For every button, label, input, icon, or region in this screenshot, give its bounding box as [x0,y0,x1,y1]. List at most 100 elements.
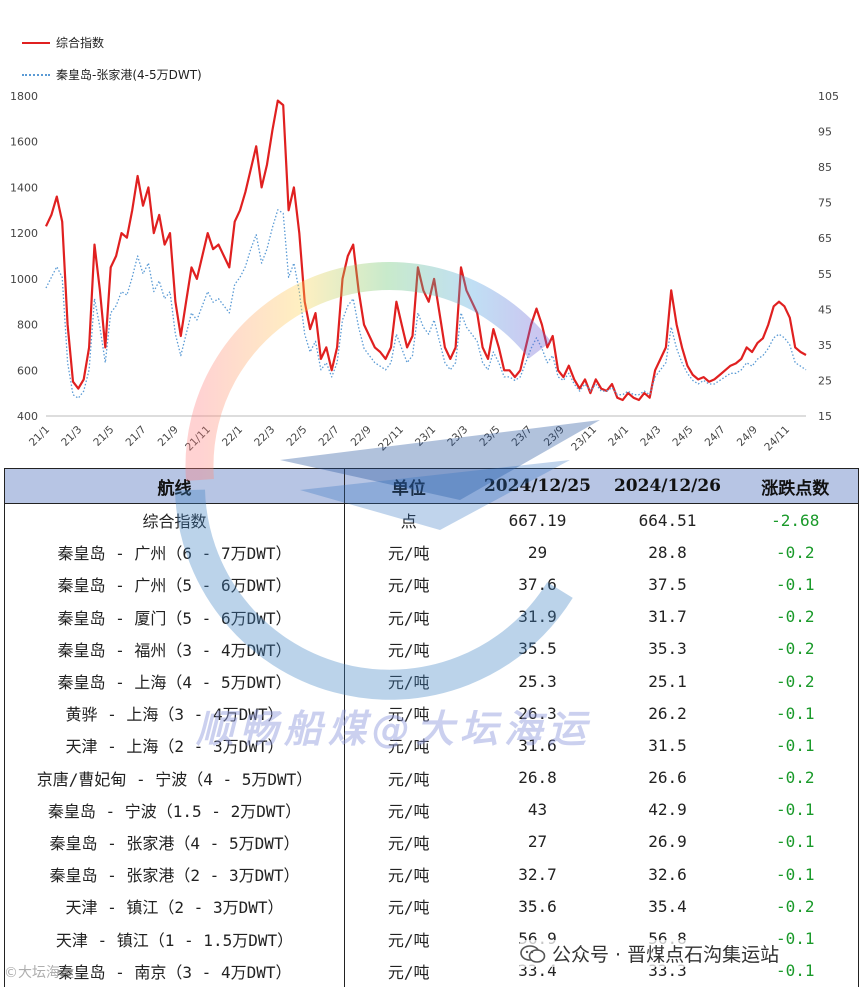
y-right-tick-label: 35 [818,339,832,352]
x-tick-label: 23/1 [413,424,438,449]
y-right-tick-label: 95 [818,126,832,139]
cell-date-1: 43 [527,800,548,820]
cell-change: -0.2 [732,536,859,569]
cell-unit: 元/吨 [387,866,430,886]
legend-swatch-red [22,41,50,44]
chart-area: 400 600 800 1000 1200 1400 1600 1800 15 25 35 45 55 6… [0,0,862,466]
wechat-icon [520,944,546,963]
cell-unit: 元/吨 [387,962,430,982]
cell-change: -0.1 [732,954,859,987]
legend-item-route: 秦皇岛-张家港(4-5万DWT) [22,66,202,83]
y-left-tick-label: 600 [17,364,38,377]
header-date-2: 2024/12/26 [602,468,733,504]
cell-change: -0.1 [732,568,859,601]
header-date-1: 2024/12/25 [472,468,603,504]
cell-unit: 元/吨 [387,705,430,725]
cell-unit: 元/吨 [387,737,430,757]
x-tick-label: 21/7 [123,424,148,449]
cell-change: -0.2 [732,890,859,923]
x-tick-label: 22/5 [284,424,309,449]
cell-date-2: 31.7 [648,607,687,627]
x-tick-label: 21/1 [27,424,52,449]
y-left-tick-label: 1200 [10,227,38,240]
cell-date-2: 664.51 [638,510,697,530]
cell-date-1: 32.7 [518,864,557,884]
y-right-tick-label: 105 [818,90,839,103]
cell-route: 秦皇岛 - 宁波（1.5 - 2万DWT） [4,793,345,826]
footer-brand: 公众号 · 晋煤点石沟集运站 [520,940,780,967]
cell-route: 秦皇岛 - 广州（6 - 7万DWT） [4,536,345,569]
cell-change: -0.1 [732,729,859,762]
cell-date-1: 25.3 [518,671,557,691]
table-row: 秦皇岛 - 张家港（2 - 3万DWT） 元/吨 32.7 32.6 -0.1 [4,858,859,891]
y-left-tick-label: 800 [17,319,38,332]
x-tick-label: 21/5 [91,424,116,449]
freight-table: 航线 单位 2024/12/25 2024/12/26 涨跌点数 综合指数 点 66… [4,468,859,987]
cell-date-1: 35.5 [518,639,557,659]
cell-date-2: 28.8 [648,542,687,562]
cell-change: -2.68 [732,503,859,537]
cell-route: 秦皇岛 - 张家港（2 - 3万DWT） [4,858,345,891]
x-tick-label: 22/7 [317,424,342,449]
cell-change: -0.1 [732,825,859,859]
cell-change: -0.1 [732,922,859,955]
table-row: 秦皇岛 - 张家港（4 - 5万DWT） 元/吨 27 26.9 -0.1 [4,825,859,859]
x-tick-label: 21/11 [183,424,213,454]
y-left-tick-label: 1600 [10,136,38,149]
corner-mark: ©大坛海运 [4,965,74,981]
x-tick-label: 22/11 [376,424,406,454]
y-left-tick-label: 400 [17,410,38,423]
x-tick-label: 21/9 [156,424,181,449]
x-tick-label: 24/3 [638,424,663,449]
x-tick-label: 24/7 [703,424,728,449]
cell-date-2: 26.6 [648,768,687,788]
cell-route: 综合指数 [4,503,345,537]
cell-date-1: 31.6 [518,735,557,755]
table-row: 秦皇岛 - 南京（3 - 4万DWT） 元/吨 33.4 33.3 -0.1 [4,954,859,987]
table-row: 综合指数 点 667.19 664.51 -2.68 [4,503,859,537]
table-header-row: 航线 单位 2024/12/25 2024/12/26 涨跌点数 [4,468,859,504]
table-body: 综合指数点 667.19 664.51 -2.68 秦皇岛 - 广州（6 - 7万DWT… [4,503,859,987]
x-tick-label: 24/5 [670,424,695,449]
x-tick-label: 22/9 [349,424,374,449]
x-tick-label: 23/3 [445,424,470,449]
cell-date-1: 667.19 [508,510,567,530]
x-tick-label: 21/3 [59,424,84,449]
cell-route: 天津 - 镇江（2 - 3万DWT） [4,890,345,923]
legend-swatch-blue [22,73,50,76]
x-tick-label: 22/1 [220,424,245,449]
cell-change: -0.1 [732,793,859,826]
y-right-tick-label: 55 [818,268,832,281]
y-left-tick-label: 1400 [10,181,38,194]
cell-date-1: 35.6 [518,896,557,916]
table-row: 天津 - 上海（2 - 3万DWT） 元/吨 31.6 31.5 -0.1 [4,729,859,762]
cell-change: -0.2 [732,600,859,633]
footer-brand-text: 公众号 · 晋煤点石沟集运站 [552,944,780,966]
cell-date-1: 26.3 [518,703,557,723]
cell-date-1: 26.8 [518,768,557,788]
table-row: 秦皇岛 - 福州（3 - 4万DWT） 元/吨 35.5 35.3 -0.2 [4,632,859,665]
table-row: 京唐/曹妃甸 - 宁波（4 - 5万DWT） 元/吨 26.8 26.6 -0.2 [4,761,859,794]
cell-route: 秦皇岛 - 张家港（4 - 5万DWT） [4,825,345,859]
y-right-tick-label: 75 [818,197,832,210]
cell-date-1: 29 [527,542,548,562]
legend-label-route: 秦皇岛-张家港(4-5万DWT) [56,68,202,82]
cell-date-1: 37.6 [518,574,557,594]
y-right-tick-label: 15 [818,410,832,423]
table-row: 天津 - 镇江（1 - 1.5万DWT） 元/吨 56.9 56.8 -0.1 [4,922,859,955]
cell-date-2: 25.1 [648,671,687,691]
cell-route: 秦皇岛 - 上海（4 - 5万DWT） [4,664,345,698]
cell-date-2: 32.6 [648,864,687,884]
header-route: 航线 [4,468,345,504]
cell-route: 天津 - 镇江（1 - 1.5万DWT） [4,922,345,955]
table-row: 秦皇岛 - 宁波（1.5 - 2万DWT） 元/吨 43 42.9 -0.1 [4,793,859,826]
table-row: 黄骅 - 上海（3 - 4万DWT） 元/吨 26.3 26.2 -0.1 [4,697,859,730]
cell-date-1: 27 [527,832,548,852]
table-row: 秦皇岛 - 广州（6 - 7万DWT） 元/吨 29 28.8 -0.2 [4,536,859,569]
cell-route: 秦皇岛 - 南京（3 - 4万DWT） [4,954,345,987]
cell-unit: 元/吨 [387,898,430,918]
table-row: 秦皇岛 - 广州（5 - 6万DWT） 元/吨 37.6 37.5 -0.1 [4,568,859,601]
cell-unit: 元/吨 [387,833,430,853]
table-row: 天津 - 镇江（2 - 3万DWT） 元/吨 35.6 35.4 -0.2 [4,890,859,923]
x-tick-label: 24/11 [762,424,792,454]
